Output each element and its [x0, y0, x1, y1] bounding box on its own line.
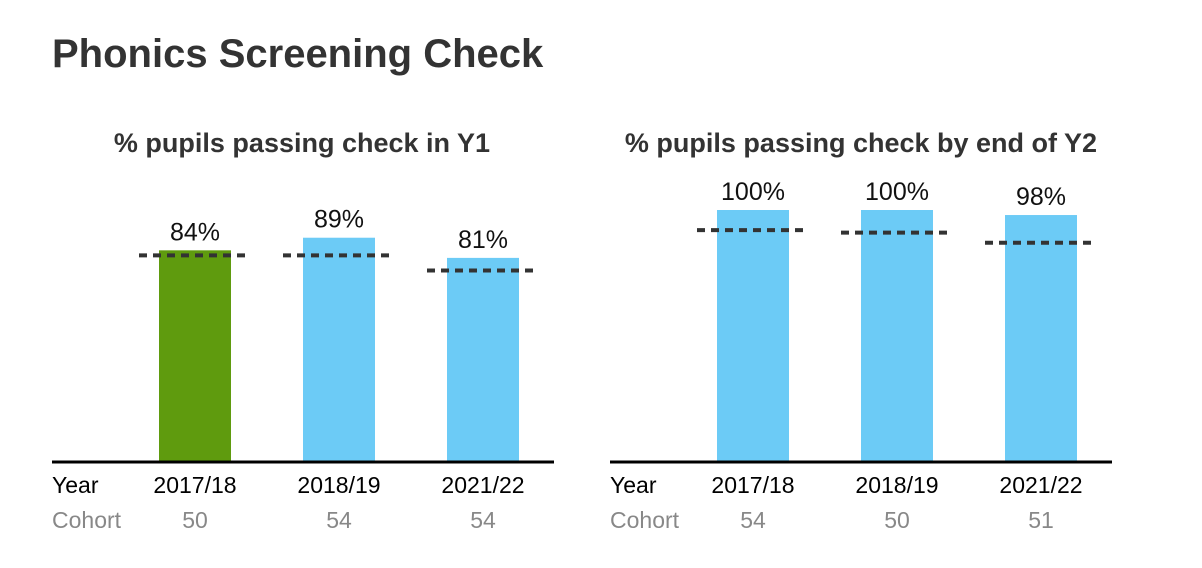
cohort-value: 54: [470, 507, 496, 533]
cohort-value: 54: [326, 507, 352, 533]
year-tick-label: 2021/22: [441, 472, 524, 498]
year-tick-label: 2017/18: [711, 472, 794, 498]
data-label: 89%: [314, 206, 364, 234]
chart-title: % pupils passing check in Y1: [114, 128, 490, 158]
bar-2021/22: [1005, 215, 1077, 462]
cohort-row-label: Cohort: [52, 507, 122, 533]
data-label: 84%: [170, 218, 220, 246]
bar-2018/19: [303, 237, 375, 462]
bar-2017/18: [159, 250, 231, 462]
year-row-label: Year: [610, 472, 657, 498]
year-tick-label: 2021/22: [999, 472, 1082, 498]
data-label: 100%: [865, 178, 929, 206]
chart-title: % pupils passing check by end of Y2: [625, 128, 1097, 158]
year-tick-label: 2018/19: [855, 472, 938, 498]
year-tick-label: 2018/19: [297, 472, 380, 498]
data-label: 81%: [458, 226, 508, 254]
bar-2018/19: [861, 210, 933, 462]
cohort-value: 50: [884, 507, 910, 533]
bar-2017/18: [717, 210, 789, 462]
year-tick-label: 2017/18: [153, 472, 236, 498]
year-row-label: Year: [52, 472, 99, 498]
chart-1: % pupils passing check in Y1 84% 2017/18 50…: [52, 128, 554, 533]
cohort-value: 50: [182, 507, 208, 533]
cohort-row-label: Cohort: [610, 507, 680, 533]
data-label: 98%: [1016, 183, 1066, 211]
cohort-value: 54: [740, 507, 766, 533]
bar-2021/22: [447, 257, 519, 462]
cohort-value: 51: [1028, 507, 1054, 533]
chart-2: % pupils passing check by end of Y2 100% 2…: [610, 128, 1112, 533]
page-title: Phonics Screening Check: [52, 32, 544, 76]
data-label: 100%: [721, 178, 785, 206]
